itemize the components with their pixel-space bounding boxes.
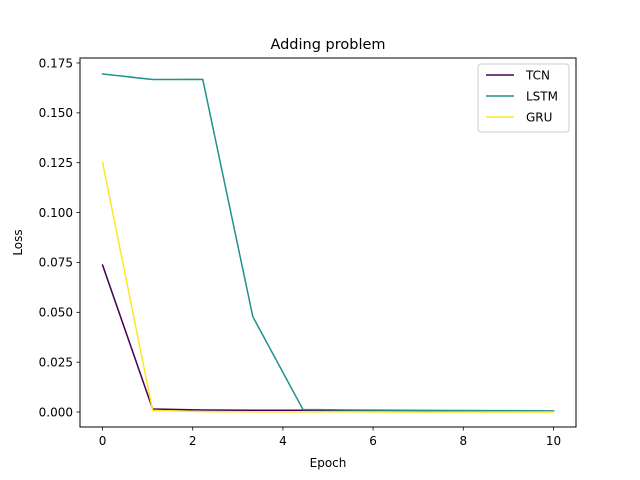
legend-label-lstm: LSTM [526, 89, 558, 103]
y-tick-label: 0.050 [39, 306, 73, 320]
y-tick-label: 0.025 [39, 355, 73, 369]
y-tick-label: 0.075 [39, 256, 73, 270]
legend-items: TCN LSTM GRU [486, 68, 558, 124]
series-layer [101, 73, 555, 413]
x-tick-label: 0 [99, 434, 107, 448]
legend-label-gru: GRU [526, 110, 552, 124]
y-axis-ticks: 0.000 0.025 0.050 0.075 0.100 0.125 0.150 0.175 [39, 56, 80, 419]
legend-box [477, 63, 570, 133]
x-tick-label: 2 [189, 434, 197, 448]
x-tick-label: 4 [279, 434, 287, 448]
x-tick-label: 8 [459, 434, 467, 448]
y-axis-label: Loss [11, 229, 25, 255]
chart-title: Adding problem [270, 37, 385, 53]
y-tick-label: 0.000 [39, 405, 73, 419]
x-tick-label: 10 [546, 434, 561, 448]
y-tick-label: 0.100 [39, 206, 73, 220]
x-tick-label: 6 [369, 434, 377, 448]
y-tick-label: 0.175 [39, 56, 73, 70]
legend-label-tcn: TCN [525, 68, 550, 82]
series-line-lstm [101, 73, 555, 412]
y-tick-label: 0.150 [39, 106, 73, 120]
plot-frame [79, 57, 577, 428]
x-axis-ticks: 0 2 4 6 8 10 [99, 427, 561, 448]
legend: TCN LSTM GRU [477, 63, 570, 133]
x-axis-label: Epoch [310, 456, 347, 470]
series-line-gru [101, 161, 555, 413]
y-tick-label: 0.125 [39, 156, 73, 170]
